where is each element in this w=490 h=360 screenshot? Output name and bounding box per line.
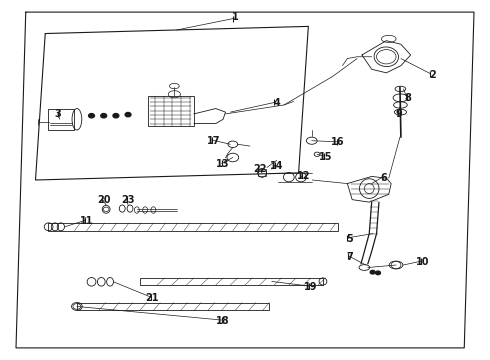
Text: 16: 16	[331, 138, 344, 148]
Bar	[48, 223, 338, 231]
Text: 10: 10	[416, 257, 430, 267]
Text: 7: 7	[346, 252, 353, 262]
Circle shape	[101, 113, 107, 118]
Text: 6: 6	[380, 173, 387, 183]
Text: 17: 17	[207, 136, 220, 146]
Text: 19: 19	[304, 282, 318, 292]
Text: 18: 18	[216, 316, 230, 326]
Text: 21: 21	[146, 293, 159, 303]
Text: 20: 20	[97, 195, 110, 204]
Bar	[258, 169, 267, 176]
Text: 14: 14	[270, 161, 283, 171]
Text: 11: 11	[80, 216, 94, 226]
Bar	[48, 109, 74, 130]
Text: 1: 1	[232, 13, 239, 22]
Text: 2: 2	[429, 69, 436, 80]
Bar	[77, 302, 270, 310]
Text: 22: 22	[253, 164, 267, 174]
Text: 15: 15	[318, 152, 332, 162]
Circle shape	[125, 112, 131, 117]
Circle shape	[375, 271, 380, 275]
Circle shape	[89, 113, 95, 118]
Text: 13: 13	[216, 159, 230, 169]
Circle shape	[370, 270, 375, 274]
Bar	[140, 278, 323, 285]
Circle shape	[113, 113, 119, 118]
Text: 4: 4	[273, 98, 280, 108]
Text: 3: 3	[54, 109, 61, 119]
Text: 23: 23	[122, 195, 135, 204]
Text: 5: 5	[346, 234, 353, 244]
Bar	[147, 96, 194, 126]
Text: 8: 8	[405, 93, 412, 103]
Text: 12: 12	[297, 171, 310, 181]
Text: 9: 9	[395, 109, 402, 119]
